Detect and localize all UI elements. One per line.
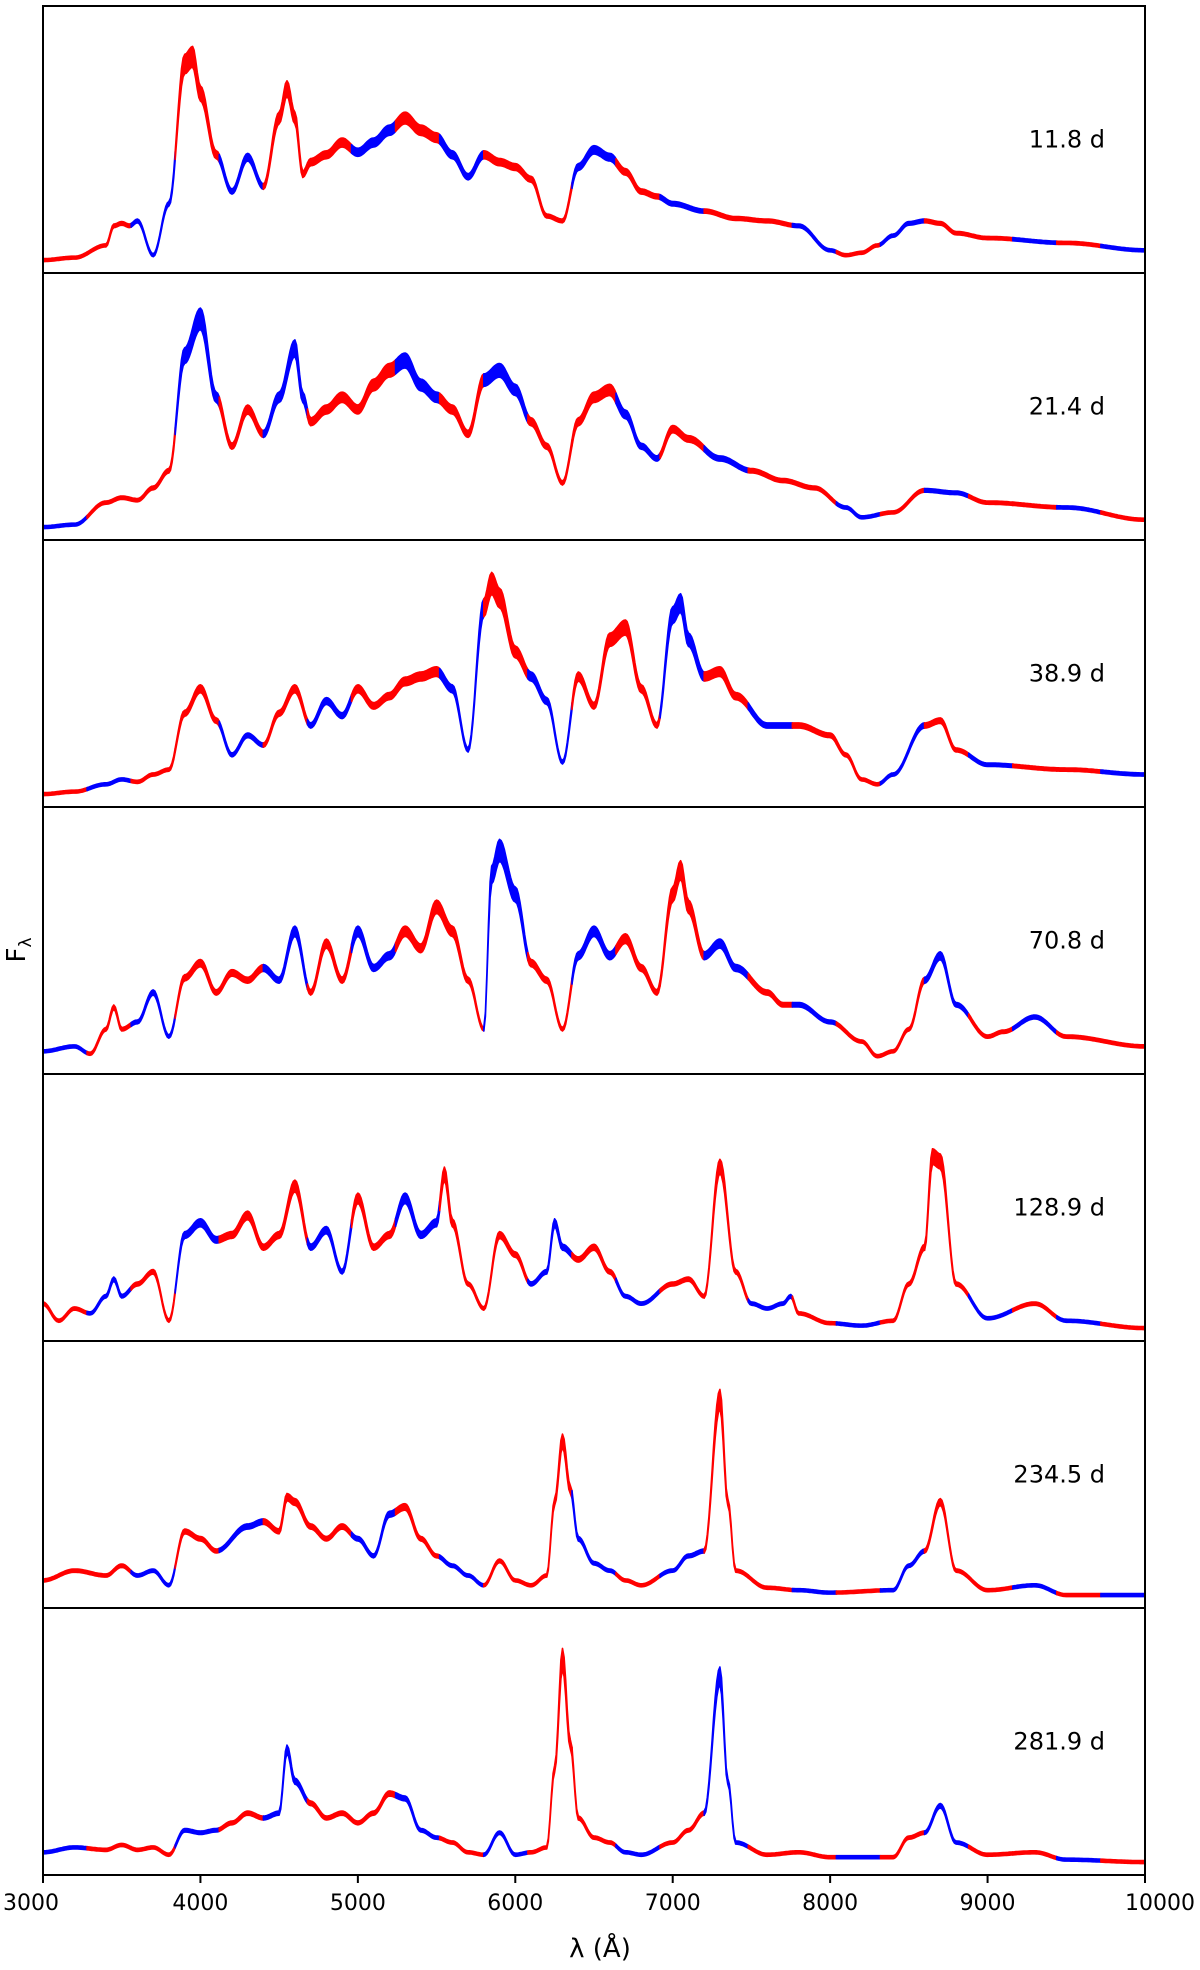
spectrum-band-segment: [1100, 1858, 1146, 1865]
spectrum-panel: 38.9 d: [42, 539, 1146, 808]
panel-background: [43, 1074, 1145, 1341]
x-tick-label: 5000: [330, 1891, 386, 1916]
epoch-label: 21.4 d: [1029, 393, 1105, 421]
spectrum-panel: 11.8 d: [42, 5, 1146, 274]
spectrum-panel: 281.9 d: [42, 1607, 1146, 1876]
panel-background: [43, 807, 1145, 1074]
epoch-label: 70.8 d: [1029, 927, 1105, 955]
y-axis-title: Fλ: [2, 937, 36, 962]
spectrum-panel: 234.5 d: [42, 1340, 1146, 1609]
x-tick-label: 4000: [172, 1891, 228, 1916]
x-axis-title: λ (Å): [569, 1932, 631, 1964]
epoch-label: 38.9 d: [1029, 660, 1105, 688]
spectrum-band-segment: [1100, 1592, 1146, 1598]
x-tick-label: 6000: [487, 1891, 543, 1916]
x-tick-label: 9000: [960, 1891, 1016, 1916]
x-tick-label: 10000: [1125, 1891, 1195, 1916]
panel-background: [43, 1608, 1145, 1875]
spectrum-panel: 128.9 d: [42, 1073, 1146, 1342]
panel-background: [43, 6, 1145, 273]
x-tick-label: 7000: [645, 1891, 701, 1916]
epoch-label: 234.5 d: [1013, 1461, 1105, 1489]
x-tick-label: 3000: [3, 1891, 59, 1916]
panel-background: [43, 540, 1145, 807]
spectra-panels: 11.8 d 21.4 d 38.9 d 70.8 d 128.9 d 234.5 d 28…: [42, 5, 1146, 1876]
spectrum-band-segment: [835, 1854, 882, 1860]
epoch-label: 128.9 d: [1013, 1194, 1105, 1222]
panel-frame: [42, 1607, 1146, 1876]
epoch-label: 11.8 d: [1029, 126, 1105, 154]
y-axis-title-subscript: λ: [16, 937, 36, 947]
epoch-label: 281.9 d: [1013, 1728, 1105, 1756]
spectrum-panel: 21.4 d: [42, 272, 1146, 541]
y-axis-title-main: F: [2, 948, 32, 963]
x-axis: 3000 4000 5000 6000 7000 8000 9000 10000: [3, 1875, 1195, 1916]
spectrum-panel: 70.8 d: [42, 806, 1146, 1075]
x-tick-label: 8000: [802, 1891, 858, 1916]
panel-background: [43, 1341, 1145, 1608]
